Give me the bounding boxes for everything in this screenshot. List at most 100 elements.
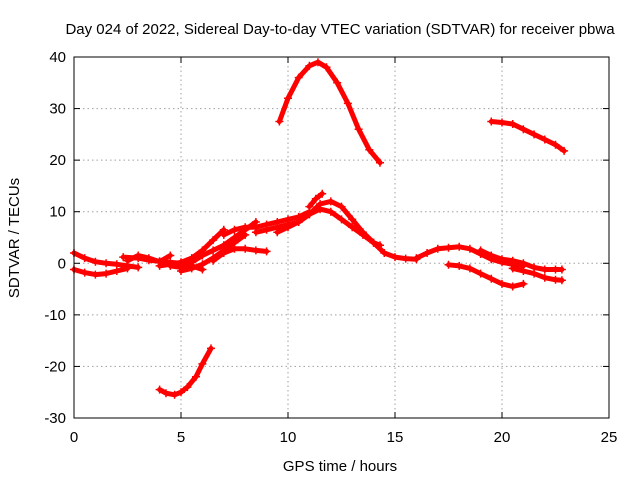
series-arc-18 bbox=[487, 117, 569, 155]
data-point bbox=[455, 261, 464, 270]
y-tick-label: 40 bbox=[49, 49, 66, 66]
series-arc-17 bbox=[275, 58, 384, 167]
series-arc-8 bbox=[209, 244, 271, 265]
data-point bbox=[155, 261, 164, 270]
series-line bbox=[274, 206, 383, 248]
data-point bbox=[498, 118, 506, 127]
data-point bbox=[80, 268, 89, 277]
data-point bbox=[209, 236, 218, 245]
y-tick-label: -10 bbox=[44, 307, 66, 324]
data-point bbox=[519, 267, 528, 275]
data-point bbox=[540, 273, 549, 282]
data-point bbox=[198, 359, 207, 368]
data-point bbox=[348, 223, 357, 232]
data-point bbox=[305, 61, 314, 70]
data-point bbox=[241, 244, 250, 253]
data-point bbox=[170, 390, 179, 399]
x-tick-label: 15 bbox=[387, 429, 404, 446]
data-point bbox=[354, 125, 363, 134]
data-point bbox=[275, 117, 284, 126]
series-arc-19 bbox=[155, 344, 215, 399]
data-point bbox=[465, 264, 474, 273]
data-point bbox=[80, 254, 89, 263]
data-point bbox=[465, 244, 474, 253]
data-point bbox=[530, 130, 539, 139]
data-point bbox=[91, 257, 100, 266]
data-point bbox=[162, 389, 170, 398]
data-point bbox=[155, 385, 164, 394]
data-point bbox=[166, 251, 175, 260]
data-point bbox=[241, 230, 250, 239]
data-point bbox=[322, 63, 331, 72]
series-arc-11 bbox=[273, 205, 384, 250]
data-point bbox=[326, 197, 335, 206]
data-point bbox=[316, 205, 325, 214]
data-point bbox=[305, 202, 314, 211]
data-point bbox=[519, 279, 528, 288]
data-point bbox=[376, 158, 384, 167]
series-arc-12 bbox=[305, 189, 327, 211]
data-point bbox=[314, 58, 322, 67]
y-tick-label: 0 bbox=[58, 255, 66, 272]
data-point bbox=[187, 264, 196, 273]
data-point bbox=[219, 249, 228, 257]
data-point bbox=[123, 264, 132, 273]
data-point bbox=[444, 260, 453, 269]
data-point bbox=[391, 253, 399, 262]
data-point bbox=[557, 265, 566, 274]
data-point bbox=[230, 225, 239, 234]
data-point bbox=[508, 256, 517, 265]
data-point bbox=[183, 383, 192, 392]
y-tick-label: 20 bbox=[49, 152, 66, 169]
data-point bbox=[262, 247, 271, 256]
data-point bbox=[540, 265, 549, 274]
data-point bbox=[369, 238, 378, 247]
data-point bbox=[540, 135, 549, 144]
data-point bbox=[530, 269, 539, 278]
data-point bbox=[219, 230, 228, 239]
data-point bbox=[251, 246, 260, 255]
data-point bbox=[207, 344, 215, 353]
data-point bbox=[209, 246, 218, 255]
data-point bbox=[209, 256, 218, 265]
data-point bbox=[508, 282, 517, 291]
data-point bbox=[476, 269, 485, 278]
data-point bbox=[102, 269, 111, 278]
data-point bbox=[119, 253, 128, 262]
data-point bbox=[348, 215, 357, 224]
data-point bbox=[198, 260, 207, 269]
data-point bbox=[487, 117, 496, 126]
data-point bbox=[166, 261, 175, 270]
series-arc-15 bbox=[476, 246, 566, 274]
data-point bbox=[455, 242, 464, 251]
data-point bbox=[487, 274, 496, 283]
data-point bbox=[444, 243, 453, 252]
data-point bbox=[91, 270, 100, 279]
data-point bbox=[262, 225, 271, 234]
data-point bbox=[311, 194, 320, 203]
data-point bbox=[294, 218, 303, 226]
data-point bbox=[112, 267, 121, 275]
data-point bbox=[337, 202, 346, 211]
y-tick-label: -20 bbox=[44, 358, 66, 375]
data-point bbox=[337, 215, 346, 224]
data-point bbox=[273, 228, 282, 237]
data-point bbox=[380, 249, 389, 257]
data-point bbox=[192, 372, 200, 381]
y-tick-label: 30 bbox=[49, 101, 66, 118]
x-tick-label: 25 bbox=[601, 429, 618, 446]
data-point bbox=[326, 207, 335, 216]
series-line bbox=[253, 198, 419, 262]
data-point bbox=[476, 246, 485, 255]
y-tick-label: 10 bbox=[49, 204, 66, 221]
data-point bbox=[144, 254, 153, 263]
data-point bbox=[508, 120, 517, 128]
x-tick-label: 0 bbox=[70, 429, 78, 446]
data-point bbox=[519, 125, 528, 134]
data-point bbox=[112, 260, 121, 269]
series-line bbox=[276, 59, 383, 166]
data-point bbox=[508, 264, 517, 273]
data-point bbox=[177, 388, 185, 397]
x-tick-label: 10 bbox=[280, 429, 297, 446]
